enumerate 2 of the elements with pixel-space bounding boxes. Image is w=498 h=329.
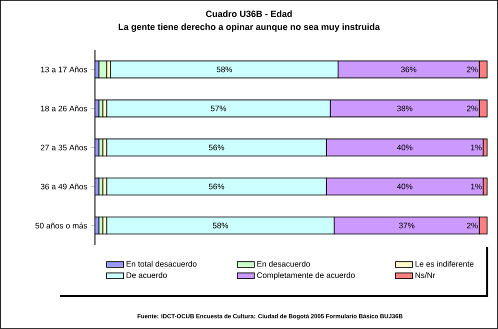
chart-subtitle: La gente tiene derecho a opinar aunque no sea muy instruida — [118, 23, 380, 32]
chart-title: Cuadro U36B - Edad — [206, 10, 292, 18]
